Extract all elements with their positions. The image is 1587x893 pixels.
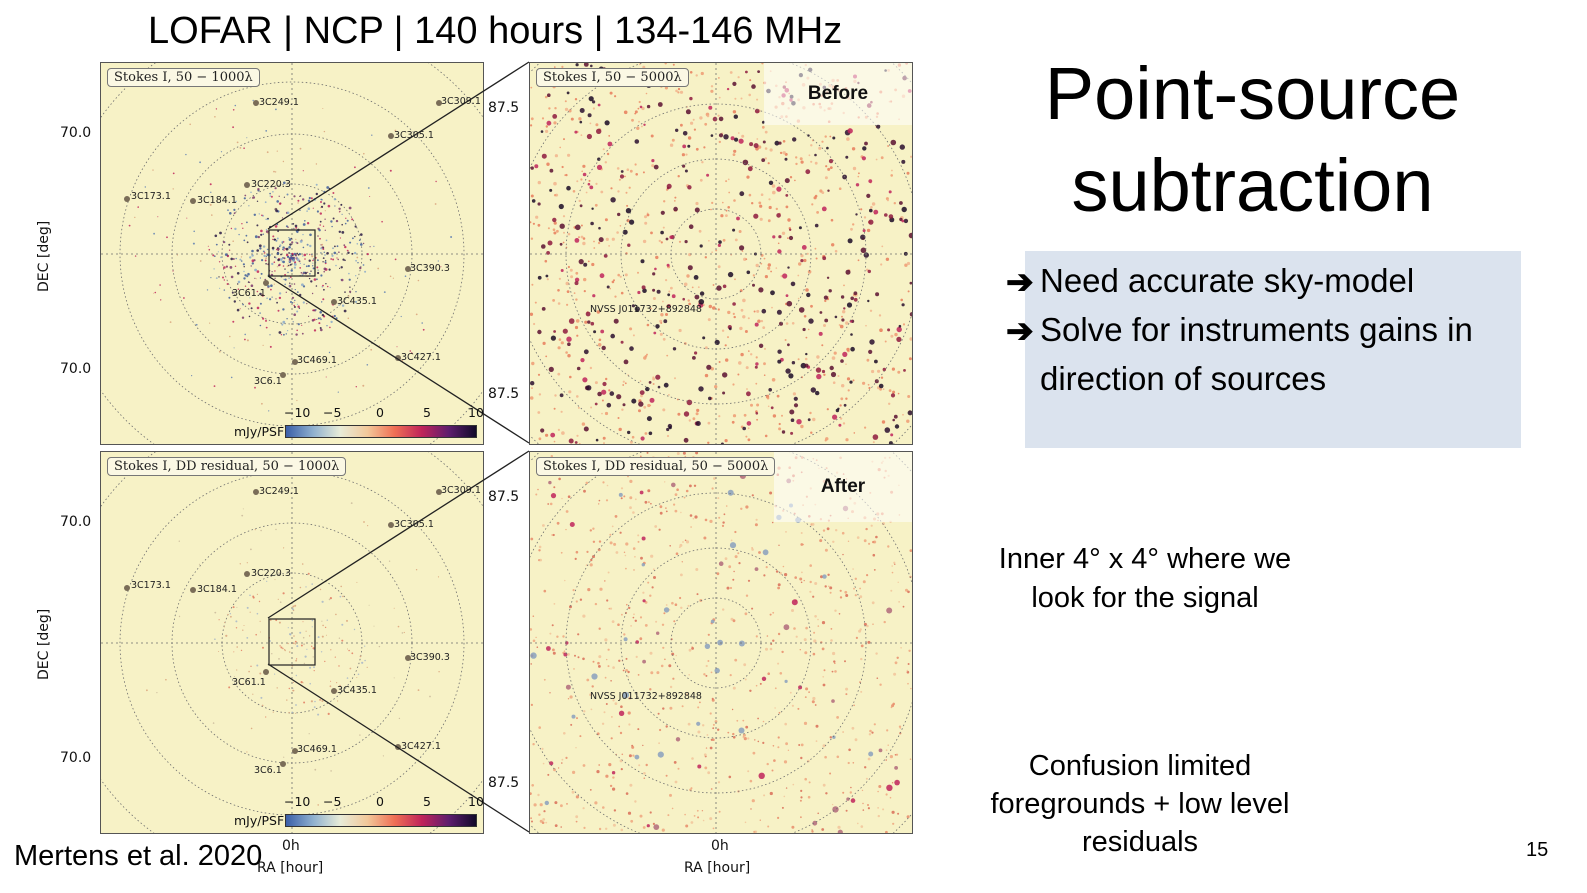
before-tag: Before — [764, 63, 912, 125]
note-inner-line-2: look for the signal — [1031, 582, 1259, 614]
panel-zoom-before: Before Stokes I, 50 − 5000λ NVSS J011732… — [529, 62, 913, 445]
arrow-icon: ➔ — [1006, 263, 1034, 300]
note-confusion-line-3: residuals — [1081, 826, 1199, 858]
panel-label: Stokes I, DD residual, 50 − 5000λ — [536, 457, 776, 476]
source-label: 3C184.1 — [197, 584, 237, 595]
colorbar-tick-label: −5 — [323, 794, 342, 809]
source-marker — [253, 489, 259, 495]
note-confusion: Confusion limited foregrounds + low leve… — [960, 747, 1320, 861]
colorbar-tick-label: 10 — [468, 794, 484, 809]
slide-title: Point-source subtraction — [1000, 48, 1505, 232]
source-label: 3C309.1 — [441, 96, 481, 107]
colorbar-unit-top: mJy/PSF — [234, 424, 285, 439]
source-label: 3C435.1 — [337, 685, 377, 696]
bullet-text-3: direction of sources — [1040, 360, 1327, 397]
source-label: 3C305.1 — [394, 519, 434, 530]
source-marker — [124, 585, 130, 591]
dec-tick-right-1: 87.5 — [488, 100, 520, 116]
source-label: 3C309.1 — [441, 485, 481, 496]
ra-tick-left: 0h — [282, 838, 300, 854]
page-number: 15 — [1526, 839, 1549, 861]
bullet-2: ➔ Solve for instruments gains in — [1006, 311, 1473, 350]
source-label: 3C469.1 — [297, 355, 337, 366]
panel-label: Stokes I, 50 − 1000λ — [107, 68, 260, 87]
source-marker — [263, 669, 269, 675]
source-label: 3C173.1 — [131, 191, 171, 202]
bullet-box — [1025, 251, 1521, 448]
panel-label: Stokes I, 50 − 5000λ — [536, 68, 689, 87]
bullet-text-1: Need accurate sky-model — [1040, 262, 1415, 299]
note-inner-line-1: Inner 4° x 4° where we — [998, 543, 1292, 575]
source-label: 3C220.3 — [251, 179, 291, 190]
dec-tick-top-1: 70.0 — [60, 125, 92, 141]
colorbar-top — [285, 425, 477, 438]
arrow-icon: ➔ — [1006, 312, 1034, 349]
source-label: 3C427.1 — [401, 741, 441, 752]
dec-tick-right-2: 87.5 — [488, 386, 520, 402]
dec-tick-top-2: 70.0 — [60, 361, 92, 377]
panel-wide-after: Stokes I, DD residual, 50 − 1000λ 3C249.… — [100, 451, 484, 834]
source-label: 3C249.1 — [259, 486, 299, 497]
source-label: 3C249.1 — [259, 97, 299, 108]
colorbar-tick-label: −5 — [323, 405, 342, 420]
dec-tick-bottom-1: 70.0 — [60, 514, 92, 530]
source-label: 3C220.3 — [251, 568, 291, 579]
panel-zoom-after: After Stokes I, DD residual, 50 − 5000λ … — [529, 451, 913, 834]
colorbar-tick-label: 10 — [468, 405, 484, 420]
source-label: 3C305.1 — [394, 130, 434, 141]
source-marker — [253, 100, 259, 106]
colorbar-unit-bottom: mJy/PSF — [234, 813, 285, 828]
source-label: 3C435.1 — [337, 296, 377, 307]
panel-label: Stokes I, DD residual, 50 − 1000λ — [107, 457, 347, 476]
colorbar-tick-label: 5 — [423, 794, 431, 809]
nvss-source-label: NVSS J011732+892848 — [590, 691, 702, 702]
source-label: 3C61.1 — [232, 677, 266, 688]
source-label: 3C427.1 — [401, 352, 441, 363]
source-label: 3C390.3 — [410, 652, 450, 663]
bullet-2-continued: direction of sources — [1040, 360, 1326, 398]
source-marker — [244, 182, 250, 188]
panel-wide-before: Stokes I, 50 − 1000λ 3C249.1 3C309.1 3C305… — [100, 62, 484, 445]
bullet-1: ➔ Need accurate sky-model — [1006, 262, 1414, 301]
title-line-1: Point-source — [1044, 52, 1461, 135]
colorbar-tick-label: 5 — [423, 405, 431, 420]
note-confusion-line-1: Confusion limited — [1028, 750, 1252, 782]
source-label: 3C173.1 — [131, 580, 171, 591]
source-marker — [190, 587, 196, 593]
source-marker — [124, 196, 130, 202]
source-label: 3C61.1 — [232, 288, 266, 299]
after-tag: After — [774, 452, 912, 522]
dec-axis-label-top: DEC [deg] — [36, 220, 52, 292]
source-label: 3C469.1 — [297, 744, 337, 755]
source-marker — [405, 266, 411, 272]
ra-axis-label-right: RA [hour] — [684, 860, 751, 876]
dec-tick-right-4: 87.5 — [488, 775, 520, 791]
bullet-text-2: Solve for instruments gains in — [1040, 311, 1473, 348]
dec-tick-bottom-2: 70.0 — [60, 750, 92, 766]
colorbar-tick-label: −10 — [284, 794, 311, 809]
citation: Mertens et al. 2020 — [14, 840, 263, 872]
source-marker — [263, 280, 269, 286]
source-marker — [190, 198, 196, 204]
source-marker — [244, 571, 250, 577]
source-label: 3C390.3 — [410, 263, 450, 274]
colorbar-bottom — [285, 814, 477, 827]
colorbar-tick-label: −10 — [284, 405, 311, 420]
dec-axis-label-bottom: DEC [deg] — [36, 608, 52, 680]
source-label: 3C6.1 — [254, 765, 282, 776]
colorbar-tick-label: 0 — [376, 405, 384, 420]
nvss-source-label: NVSS J011732+892848 — [590, 304, 702, 315]
title-line-2: subtraction — [1071, 144, 1434, 227]
source-label: 3C6.1 — [254, 376, 282, 387]
note-inner-field: Inner 4° x 4° where we look for the sign… — [975, 540, 1315, 618]
slide-header: LOFAR | NCP | 140 hours | 134-146 MHz — [148, 10, 843, 52]
note-confusion-line-2: foregrounds + low level — [990, 788, 1290, 820]
colorbar-tick-label: 0 — [376, 794, 384, 809]
source-label: 3C184.1 — [197, 195, 237, 206]
ra-axis-label-left: RA [hour] — [257, 860, 324, 876]
dec-tick-right-3: 87.5 — [488, 489, 520, 505]
source-marker — [405, 655, 411, 661]
ra-tick-right: 0h — [711, 838, 729, 854]
